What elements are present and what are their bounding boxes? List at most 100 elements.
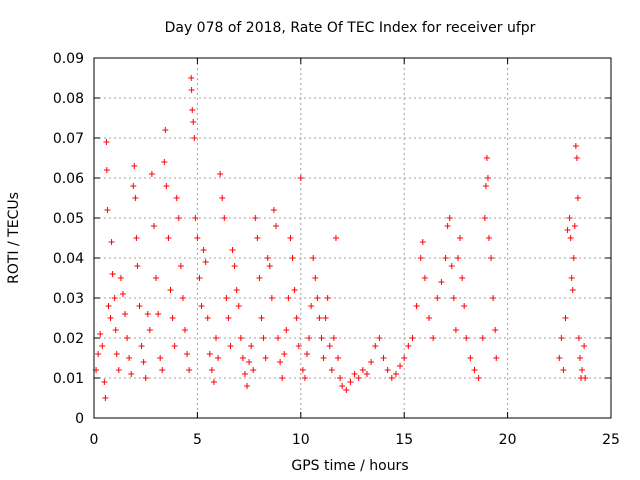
data-point [266, 263, 273, 269]
data-point [169, 315, 176, 321]
data-point [175, 215, 182, 221]
data-point [413, 303, 420, 309]
data-point [446, 215, 453, 221]
data-point [144, 311, 151, 317]
data-point [270, 207, 277, 213]
data-point [165, 235, 172, 241]
data-point [231, 263, 238, 269]
data-point [332, 235, 339, 241]
data-point [107, 315, 114, 321]
data-point [328, 367, 335, 373]
data-point [293, 315, 300, 321]
data-point [103, 167, 110, 173]
x-tick-label: 0 [90, 432, 99, 448]
data-point [558, 335, 565, 341]
data-point [467, 355, 474, 361]
data-point [337, 375, 344, 381]
data-point [322, 315, 329, 321]
y-tick-label: 0.06 [53, 171, 84, 187]
data-point [134, 263, 141, 269]
data-point [225, 315, 232, 321]
data-point [574, 195, 581, 201]
data-point [246, 359, 253, 365]
data-point [304, 351, 311, 357]
data-point [130, 183, 137, 189]
data-point [289, 255, 296, 261]
data-point [252, 215, 259, 221]
data-point [363, 371, 370, 377]
data-point [171, 343, 178, 349]
data-point [233, 287, 240, 293]
data-point [347, 379, 354, 385]
data-point [221, 215, 228, 221]
data-point [306, 335, 313, 341]
data-point [115, 367, 122, 373]
plot-frame [93, 57, 612, 419]
data-point [119, 291, 126, 297]
data-point [140, 359, 147, 365]
data-point [101, 379, 108, 385]
data-point [173, 195, 180, 201]
data-point [167, 287, 174, 293]
data-point [442, 255, 449, 261]
data-point [198, 303, 205, 309]
data-point [562, 315, 569, 321]
data-point [200, 247, 207, 253]
data-point [481, 215, 488, 221]
data-point [194, 235, 201, 241]
data-point [326, 343, 333, 349]
data-point [471, 367, 478, 373]
data-point [241, 371, 248, 377]
data-point [426, 315, 433, 321]
axis-ticks: 0 0.01 0.02 0.03 0.04 0.05 0.06 0.07 0.08 0.09 0 5 1… [53, 51, 620, 448]
data-point [215, 355, 222, 361]
data-point [343, 387, 350, 393]
data-point [204, 315, 211, 321]
y-tick-label: 0.07 [53, 131, 84, 147]
data-point [124, 335, 131, 341]
data-point [260, 335, 267, 341]
y-tick-label: 0.05 [53, 211, 84, 227]
data-point [359, 367, 366, 373]
data-point [248, 343, 255, 349]
data-point [102, 395, 109, 401]
data-point [131, 163, 138, 169]
data-point [250, 367, 257, 373]
data-point [463, 335, 470, 341]
data-point [335, 355, 342, 361]
x-tick-label: 25 [602, 432, 620, 448]
data-point [297, 175, 304, 181]
data-point [566, 215, 573, 221]
data-point [581, 343, 588, 349]
x-tick-label: 20 [499, 432, 517, 448]
data-point [157, 355, 164, 361]
data-point [571, 223, 578, 229]
data-point [190, 119, 197, 125]
data-point [112, 327, 119, 333]
data-point [380, 355, 387, 361]
data-point [301, 375, 308, 381]
data-point [569, 287, 576, 293]
data-point [258, 315, 265, 321]
data-point [184, 351, 191, 357]
data-point [421, 275, 428, 281]
data-point [475, 375, 482, 381]
x-axis-label: GPS time / hours [291, 458, 408, 474]
data-point [576, 355, 583, 361]
data-point [316, 315, 323, 321]
data-point [179, 295, 186, 301]
grid [94, 58, 611, 418]
data-point [556, 355, 563, 361]
data-point [330, 335, 337, 341]
data-point [299, 367, 306, 373]
y-tick-label: 0.01 [53, 371, 84, 387]
data-point [479, 335, 486, 341]
data-point [560, 367, 567, 373]
data-point [372, 343, 379, 349]
data-point [283, 327, 290, 333]
data-point [254, 235, 261, 241]
data-point [579, 367, 586, 373]
data-point [155, 311, 162, 317]
data-point [405, 343, 412, 349]
